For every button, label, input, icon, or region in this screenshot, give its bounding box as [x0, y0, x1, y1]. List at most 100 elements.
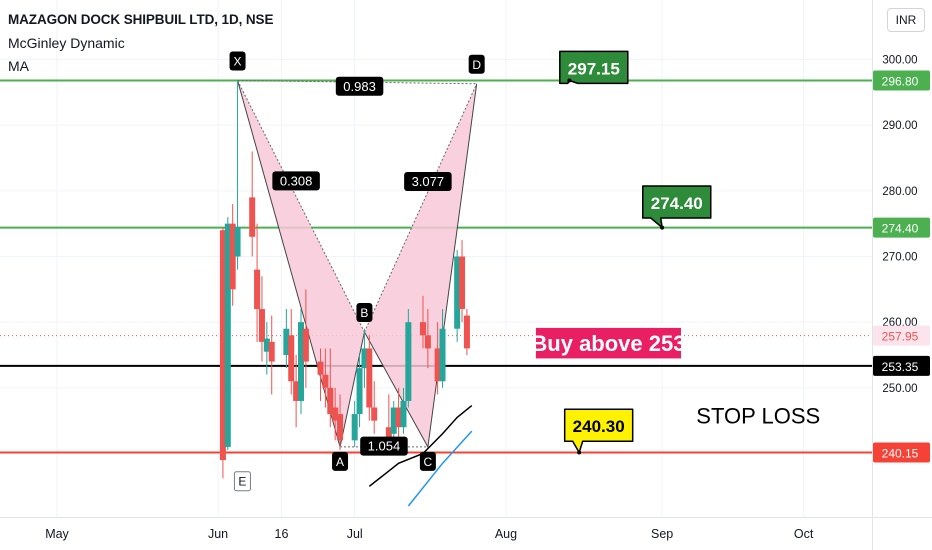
- callout-anchor: [660, 225, 665, 230]
- callout-bubble: [563, 408, 634, 454]
- candle-body: [439, 328, 446, 382]
- price-tag-last: 257.95: [873, 325, 930, 346]
- callout-bubble: [559, 50, 629, 85]
- price-axis-tick-label: 290.00: [882, 120, 917, 132]
- price-tag-label: 240.15: [882, 447, 919, 461]
- candle-body: [224, 223, 231, 447]
- pattern-ratio: 3.077: [404, 171, 452, 191]
- candle-body: [434, 348, 441, 382]
- time-axis-label: Jun: [208, 527, 228, 541]
- indicator-ma-label[interactable]: MA: [8, 58, 29, 74]
- stop-loss-annotation: STOP LOSS: [696, 403, 820, 428]
- pattern-point-label: X: [234, 55, 242, 69]
- time-axis-label: 16: [275, 527, 289, 541]
- price-axis-tick-label: 270.00: [882, 251, 917, 263]
- pattern-point-a: A: [332, 451, 349, 471]
- pattern-ratio-badge: [335, 76, 384, 96]
- callout-label: 297.15: [568, 59, 620, 78]
- price-axis-tick-label: 300.00: [882, 55, 917, 67]
- candle-body: [327, 387, 334, 415]
- candles: [219, 80, 470, 479]
- pattern-ratio-badge: [360, 436, 408, 456]
- pattern-point-badge: [332, 451, 349, 471]
- candle-body: [288, 335, 295, 382]
- callout-entry: Buy above 253: [531, 326, 685, 360]
- candle-body: [454, 256, 461, 329]
- callout-bubble: [642, 185, 712, 229]
- price-tag-box: [873, 355, 930, 376]
- pattern-point-badge: [468, 54, 485, 74]
- candle-body: [298, 322, 304, 401]
- earnings-marker-label: E: [238, 475, 246, 489]
- ma-line: [407, 430, 473, 507]
- earnings-marker-box: [233, 471, 251, 492]
- price-tag-red: 240.15: [873, 442, 930, 463]
- pattern-point-badge: [229, 51, 246, 71]
- pattern-ratio-label: 0.308: [280, 173, 313, 188]
- candle-body: [283, 328, 290, 355]
- price-tag-green: 274.40: [873, 217, 930, 238]
- price-tag-black: 253.35: [873, 355, 930, 376]
- pattern-ratio-line: [363, 83, 478, 333]
- pattern-point-b: B: [356, 303, 373, 323]
- buy-above-box: [534, 326, 683, 360]
- candle-body: [356, 368, 363, 415]
- price-axis-tick-label: 280.00: [882, 186, 917, 198]
- price-tag-label: 257.95: [882, 330, 919, 344]
- price-tag-box: [873, 325, 930, 346]
- pattern-point-c: C: [419, 451, 436, 471]
- pattern-point-label: C: [424, 455, 433, 469]
- candle-body: [229, 223, 236, 290]
- callout-label: 240.30: [573, 417, 625, 436]
- time-axis-label: May: [45, 527, 69, 541]
- pattern-ratio-badge: [272, 171, 320, 191]
- callout-stop: 240.30: [563, 408, 634, 455]
- earnings-marker: E: [233, 471, 251, 492]
- pattern-ratio-badge: [404, 171, 452, 191]
- mcginley-dynamic-line: [368, 404, 473, 487]
- pattern-ratio: 0.308: [272, 171, 320, 191]
- price-tag-label: 253.35: [882, 360, 919, 374]
- time-axis-label: Sep: [651, 527, 673, 541]
- callout-anchor: [577, 450, 582, 455]
- pattern-point-d: D: [468, 54, 485, 74]
- currency-button[interactable]: INR: [887, 8, 925, 32]
- time-axis-label: Aug: [495, 527, 517, 541]
- candle-body: [249, 197, 256, 237]
- candle-body: [219, 230, 226, 461]
- pattern-point-badge: [419, 451, 436, 471]
- indicator-mcginley-label[interactable]: McGinley Dynamic: [8, 35, 125, 51]
- buy-above-label: Buy above 253: [531, 331, 685, 356]
- candle-body: [385, 427, 392, 441]
- pattern-point-label: D: [472, 58, 481, 72]
- candle-body: [254, 269, 261, 310]
- pattern-ratio-line: [237, 80, 365, 333]
- candle-body: [332, 407, 339, 421]
- candle-body: [390, 407, 397, 434]
- price-tag-label: 274.40: [882, 222, 919, 236]
- candle-body: [302, 328, 309, 362]
- candle-body: [351, 414, 358, 441]
- candle-body: [322, 374, 329, 388]
- candle-body: [317, 361, 324, 375]
- price-tag-box: [873, 70, 930, 91]
- candle-body: [459, 256, 466, 310]
- callout-target: 274.40: [642, 185, 712, 230]
- candle-body: [395, 407, 402, 428]
- candle-body: [400, 400, 407, 428]
- candle-body: [371, 407, 378, 421]
- time-axis-label: Jul: [347, 527, 363, 541]
- price-tag-box: [873, 217, 930, 238]
- candle-body: [337, 414, 344, 441]
- pattern-point-label: B: [360, 306, 368, 320]
- pattern-ratio-label: 0.983: [343, 79, 376, 94]
- price-tag-box: [873, 442, 930, 463]
- pattern-point-badge: [356, 303, 373, 323]
- candle-body: [263, 338, 270, 352]
- candle-body: [405, 322, 412, 401]
- grid: [0, 0, 872, 517]
- candle-body: [463, 315, 470, 349]
- pattern-ratio-label: 1.054: [368, 439, 401, 454]
- pattern-ratio-label: 3.077: [412, 174, 445, 189]
